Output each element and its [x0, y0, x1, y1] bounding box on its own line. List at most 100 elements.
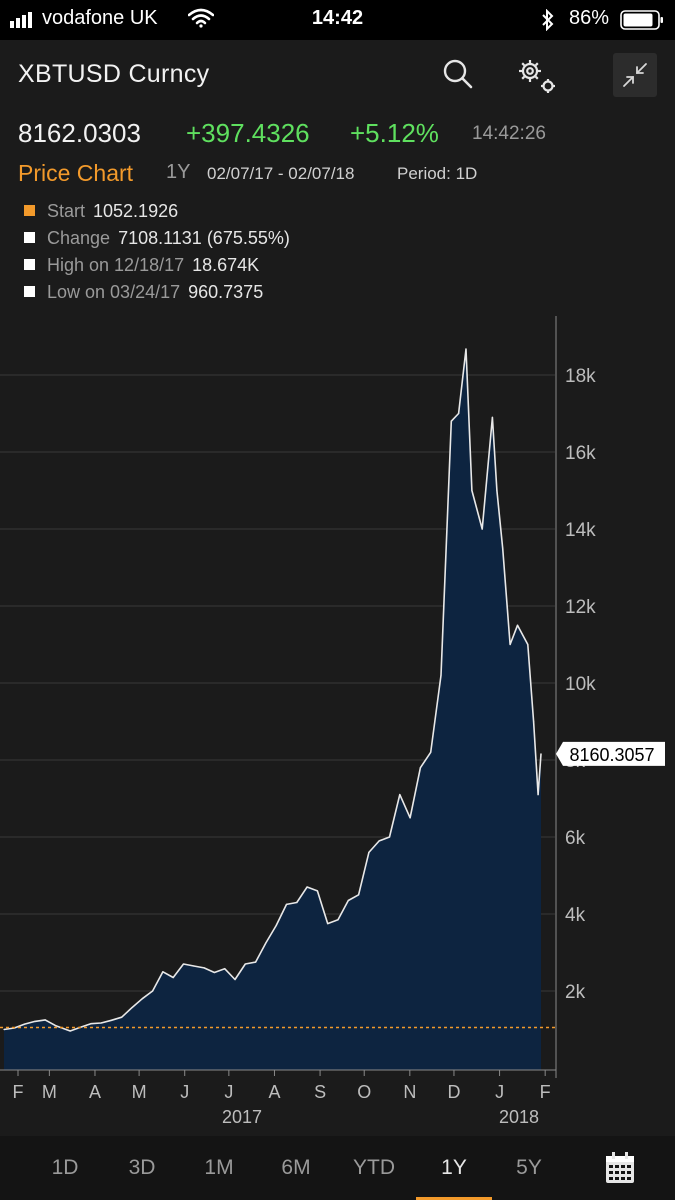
x-tick-label: F	[13, 1082, 24, 1102]
data-point	[265, 942, 267, 944]
y-tick-label: 10k	[565, 674, 596, 695]
price-chart[interactable]: 2k4k6k8k10k12k14k16k18kFMAMJJASONDJF2017…	[0, 310, 675, 1136]
x-tick-label: J	[180, 1082, 189, 1102]
data-point	[34, 1020, 36, 1023]
data-point	[516, 624, 519, 626]
y-tick-label: 14k	[565, 520, 596, 541]
data-point	[471, 489, 473, 492]
data-point	[357, 894, 360, 896]
calendar-icon[interactable]	[605, 1152, 635, 1184]
x-tick-label: O	[357, 1082, 371, 1102]
year-label: 2017	[222, 1107, 262, 1127]
data-point	[409, 817, 411, 819]
stat-label: Change	[47, 228, 111, 248]
data-point	[540, 753, 542, 755]
price-area	[4, 349, 541, 1071]
data-point	[90, 1023, 92, 1025]
data-point	[537, 794, 539, 796]
bluetooth-icon	[542, 9, 554, 31]
data-point	[162, 971, 164, 973]
stats-legend: Start 1052.1926 Change 7108.1131 (675.55%)…	[24, 198, 290, 306]
x-tick-label: J	[224, 1082, 233, 1102]
legend-swatch	[24, 285, 35, 297]
collapse-icon	[623, 63, 647, 87]
tab-ytd[interactable]: YTD	[353, 1156, 395, 1179]
percent-change: +5.12%	[350, 118, 439, 148]
battery-icon	[620, 10, 663, 30]
data-point	[465, 348, 467, 350]
net-change: +397.4326	[186, 118, 310, 148]
data-point	[254, 961, 257, 963]
data-point	[430, 751, 432, 753]
data-point	[110, 1019, 112, 1021]
data-point	[193, 965, 195, 967]
tab-1m[interactable]: 1M	[204, 1156, 234, 1179]
year-label: 2018	[499, 1107, 539, 1127]
data-point	[306, 886, 308, 888]
data-point	[182, 963, 185, 965]
search-icon[interactable]	[440, 56, 476, 92]
tab-1d[interactable]: 1D	[51, 1156, 79, 1179]
data-point	[54, 1025, 57, 1027]
x-tick-label: F	[540, 1082, 551, 1102]
data-point	[131, 1006, 133, 1009]
data-point	[296, 901, 298, 904]
range-tab-bar: 1D 3D 1M 6M YTD 1Y 5Y	[0, 1136, 675, 1200]
quote-time: 14:42:26	[472, 123, 546, 144]
y-tick-label: 12k	[565, 597, 596, 618]
chart-period: Period: 1D	[397, 164, 478, 183]
y-tick-label: 18k	[565, 366, 596, 387]
stat-value: 960.7375	[188, 282, 264, 302]
data-point	[316, 890, 318, 892]
data-point	[491, 416, 494, 418]
collapse-button[interactable]	[613, 53, 657, 97]
stat-label: Low on 03/24/17	[47, 282, 181, 302]
legend-swatch	[24, 258, 35, 270]
app-header: XBTUSD Curncy	[0, 40, 675, 110]
data-point	[378, 840, 380, 842]
data-point	[44, 1019, 46, 1021]
tab-6m[interactable]: 6M	[281, 1156, 311, 1179]
last-value-tag	[556, 741, 665, 766]
settings-icon[interactable]	[514, 56, 560, 96]
quote-line: 8162.0303 +397.4326 +5.12% 14:42:26	[0, 114, 675, 154]
data-point	[533, 720, 535, 723]
x-tick-label: D	[447, 1082, 460, 1102]
stat-label: High on 12/18/17	[47, 255, 185, 275]
data-point	[496, 489, 498, 492]
x-tick-label: N	[403, 1082, 416, 1102]
stat-value: 7108.1131 (675.55%)	[118, 228, 290, 248]
legend-swatch	[24, 204, 35, 216]
carrier-name: vodafone UK	[42, 7, 158, 29]
stat-row-change: Change 7108.1131 (675.55%)	[24, 225, 290, 252]
data-point	[224, 968, 226, 970]
chart-range: 1Y	[166, 161, 191, 183]
tab-3d[interactable]: 3D	[128, 1156, 156, 1179]
data-point	[172, 976, 174, 979]
data-point	[100, 1022, 102, 1024]
chart-date-range: 02/07/17 - 02/07/18	[207, 164, 355, 183]
data-point	[327, 923, 329, 925]
data-point	[388, 836, 391, 838]
tab-5y[interactable]: 5Y	[516, 1156, 542, 1179]
data-point	[213, 971, 215, 974]
data-point	[481, 528, 483, 530]
data-point	[502, 547, 504, 549]
signal-bars-icon	[10, 12, 32, 28]
stat-value: 18.674K	[192, 255, 260, 275]
x-tick-label: M	[42, 1082, 57, 1102]
x-tick-label: A	[89, 1082, 101, 1102]
data-point	[151, 990, 154, 992]
data-point	[458, 412, 460, 415]
wifi-icon	[188, 8, 214, 28]
y-tick-label: 6k	[565, 828, 586, 849]
data-point	[285, 903, 288, 905]
ticker-title: XBTUSD Curncy	[18, 60, 210, 88]
stat-row-high: High on 12/18/17 18.674K	[24, 252, 290, 279]
data-point	[440, 674, 442, 676]
data-point	[275, 924, 277, 927]
tab-1y[interactable]: 1Y	[416, 1136, 492, 1200]
y-tick-label: 2k	[565, 982, 586, 1003]
legend-swatch	[24, 231, 35, 243]
x-tick-label: A	[268, 1082, 280, 1102]
